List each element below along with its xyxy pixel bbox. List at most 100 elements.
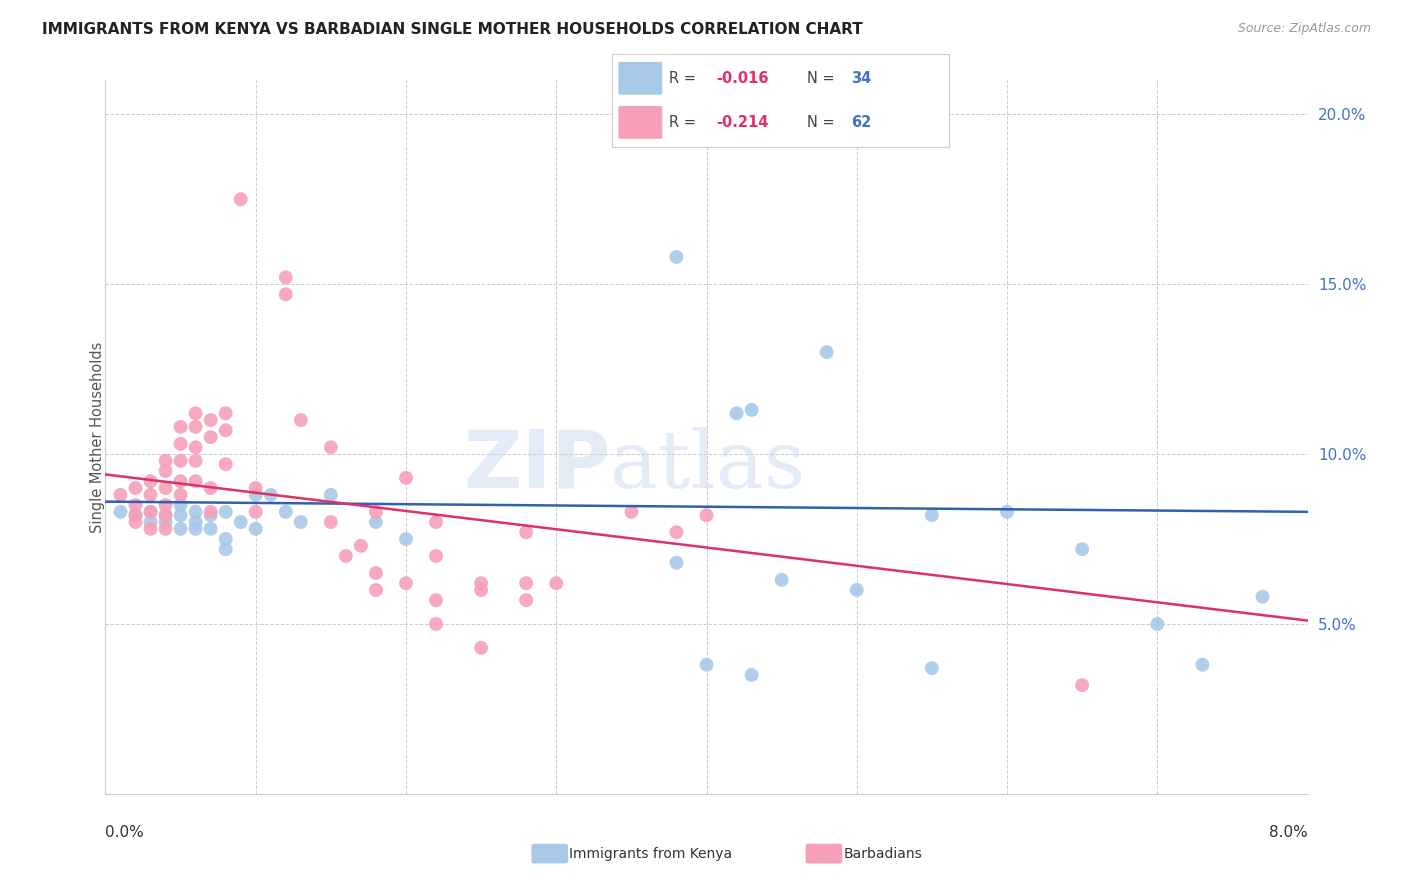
Point (515, 576, 537, 591)
Point (184, 515, 207, 529)
Point (169, 522, 191, 536)
Point (155, 454, 177, 468)
Point (110, 505, 132, 519)
Point (1071, 542, 1094, 557)
Point (200, 522, 222, 536)
Point (425, 593, 447, 607)
Text: Immigrants from Kenya: Immigrants from Kenya (569, 847, 733, 861)
Point (124, 515, 146, 529)
Point (274, 270, 297, 285)
Point (395, 576, 418, 591)
Point (155, 508, 177, 523)
Point (725, 406, 748, 420)
Text: 0.0%: 0.0% (105, 825, 145, 839)
Point (155, 508, 177, 523)
Point (139, 522, 162, 536)
Point (620, 505, 643, 519)
Point (515, 593, 537, 607)
Text: Source: ZipAtlas.com: Source: ZipAtlas.com (1237, 22, 1371, 36)
Point (184, 420, 207, 434)
Point (364, 566, 387, 580)
Point (124, 508, 146, 523)
Point (845, 582, 868, 597)
Point (1146, 617, 1168, 632)
Point (169, 475, 191, 489)
Point (395, 532, 418, 546)
FancyBboxPatch shape (619, 62, 662, 95)
Point (425, 515, 447, 529)
Point (1191, 657, 1213, 672)
Point (350, 539, 373, 553)
Point (124, 481, 146, 495)
Point (665, 525, 688, 540)
Point (110, 488, 132, 502)
Point (741, 668, 763, 682)
Point (169, 498, 191, 512)
Point (169, 437, 191, 451)
Point (200, 430, 222, 444)
Point (124, 498, 146, 512)
Point (665, 250, 688, 264)
Point (290, 413, 312, 427)
Text: R =: R = (669, 70, 700, 86)
Point (470, 582, 492, 597)
Point (229, 515, 252, 529)
Text: 34: 34 (851, 70, 872, 86)
Point (696, 657, 718, 672)
Point (245, 488, 267, 502)
Point (184, 505, 207, 519)
Point (229, 192, 252, 206)
Text: R =: R = (669, 115, 700, 130)
Point (169, 454, 191, 468)
Point (169, 420, 191, 434)
Point (184, 475, 207, 489)
Point (155, 522, 177, 536)
Point (184, 454, 207, 468)
Point (274, 287, 297, 301)
FancyBboxPatch shape (619, 106, 662, 139)
Point (184, 440, 207, 454)
Point (1251, 590, 1274, 604)
Point (139, 475, 162, 489)
Point (139, 505, 162, 519)
Point (124, 508, 146, 523)
Point (696, 508, 718, 523)
Point (245, 481, 267, 495)
Text: -0.214: -0.214 (716, 115, 769, 130)
Point (335, 549, 357, 563)
Point (214, 505, 236, 519)
Point (245, 522, 267, 536)
Point (364, 515, 387, 529)
Y-axis label: Single Mother Households: Single Mother Households (90, 342, 104, 533)
Text: Barbadians: Barbadians (844, 847, 922, 861)
Point (515, 525, 537, 540)
Point (319, 440, 342, 454)
Point (395, 471, 418, 485)
Point (245, 505, 267, 519)
Point (815, 345, 838, 359)
Point (200, 508, 222, 523)
Point (1071, 678, 1094, 692)
Point (155, 515, 177, 529)
Point (200, 481, 222, 495)
Point (214, 457, 236, 471)
Point (425, 617, 447, 632)
Point (364, 582, 387, 597)
Point (425, 549, 447, 563)
Point (741, 403, 763, 417)
Point (214, 532, 236, 546)
Point (184, 522, 207, 536)
Point (470, 640, 492, 655)
Point (770, 573, 793, 587)
Point (169, 508, 191, 523)
Point (319, 515, 342, 529)
Point (364, 505, 387, 519)
Point (184, 406, 207, 420)
Point (274, 505, 297, 519)
Point (200, 505, 222, 519)
Point (139, 505, 162, 519)
Text: 62: 62 (851, 115, 872, 130)
Point (155, 498, 177, 512)
Text: -0.016: -0.016 (716, 70, 769, 86)
Point (155, 481, 177, 495)
